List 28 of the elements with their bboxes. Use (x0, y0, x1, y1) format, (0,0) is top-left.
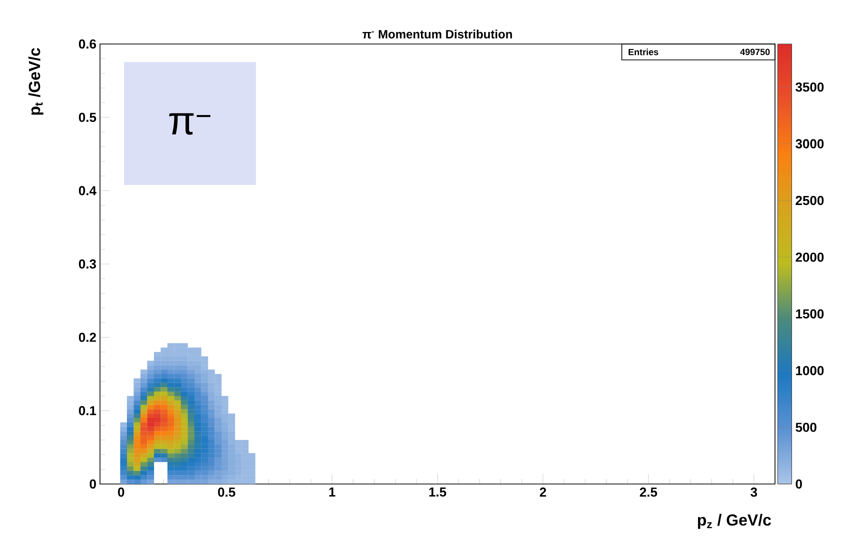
color-bar-label: 0 (796, 479, 802, 489)
annotation: π$^{−}$ (169, 113, 210, 135)
annotation: Entries (628, 48, 658, 56)
annotation: 499750 (740, 48, 770, 56)
y-tick-label: 0.4 (78, 186, 96, 196)
x-tick-label: 0 (118, 488, 124, 497)
y-tick-label: 0.3 (78, 259, 96, 269)
x-tick-label: 2.5 (640, 488, 658, 497)
x-tick-label: 2 (540, 488, 546, 497)
y-tick-label: 0.2 (78, 332, 96, 342)
y-tick-label: 0 (90, 479, 96, 489)
y-tick-label: 0.1 (78, 406, 96, 416)
color-bar-label: 2000 (796, 252, 824, 262)
x-tick-label: 1.5 (429, 488, 446, 497)
y-tick-label: 0.6 (78, 39, 96, 49)
color-bar-label: 1500 (796, 309, 824, 318)
x-tick-label: 1 (329, 488, 336, 496)
x-axis-title: p$_{z}$ / GeV/c (698, 514, 771, 529)
color-bar-label: 1000 (796, 366, 824, 376)
chart-title: π$^{-}$ Momentum Distribution (362, 30, 512, 38)
y-axis-title: p$_{t}$ /GeV/c (28, 48, 44, 115)
color-bar-label: 3500 (796, 82, 824, 92)
y-tick-label: 0.5 (78, 112, 96, 122)
color-bar-label: 500 (796, 422, 816, 432)
x-tick-label: 0.5 (218, 488, 236, 497)
color-bar-label: 3000 (796, 139, 824, 148)
color-bar-label: 2500 (796, 196, 824, 206)
x-tick-label: 3 (750, 488, 758, 497)
